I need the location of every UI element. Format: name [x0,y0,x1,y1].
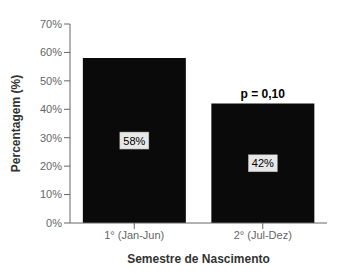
svg-text:10%: 10% [40,188,62,200]
svg-text:70%: 70% [40,18,62,30]
svg-text:1° (Jan-Jun): 1° (Jan-Jun) [104,229,164,241]
svg-text:60%: 60% [40,46,62,58]
svg-text:58%: 58% [123,135,145,147]
svg-text:p = 0,10: p = 0,10 [241,87,286,101]
svg-text:42%: 42% [252,157,274,169]
svg-text:Percentagem (%): Percentagem (%) [9,75,23,172]
svg-text:50%: 50% [40,75,62,87]
svg-text:2° (Jul-Dez): 2° (Jul-Dez) [234,229,292,241]
svg-text:20%: 20% [40,160,62,172]
svg-text:40%: 40% [40,103,62,115]
svg-text:0%: 0% [46,217,62,229]
svg-text:30%: 30% [40,132,62,144]
svg-text:Semestre de Nascimento: Semestre de Nascimento [127,252,270,266]
